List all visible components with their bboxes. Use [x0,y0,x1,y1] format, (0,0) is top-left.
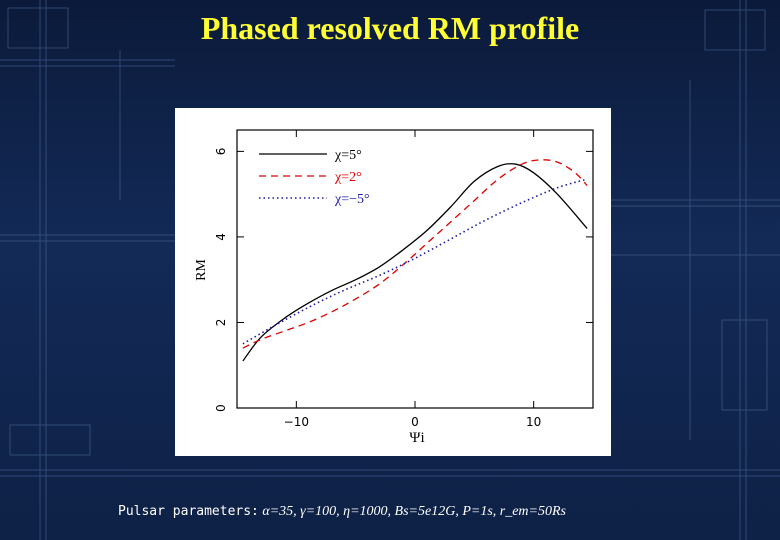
series-line-1 [242,159,588,349]
x-tick-label: 0 [411,415,419,429]
y-axis-label: RM [194,259,209,281]
params-label: Pulsar parameters: [118,504,259,519]
x-tick-label: 10 [526,415,541,429]
y-tick-label: 0 [214,404,228,412]
series-line-0 [242,162,588,362]
series-line-2 [242,178,588,345]
legend-label: χ=−5° [334,192,370,207]
params-value: α=35, γ=100, η=1000, Bs=5e12G, P=1s, r_e… [262,504,566,519]
y-tick-label: 2 [214,319,228,327]
y-tick-label: 4 [214,233,228,241]
plot-frame [236,129,594,409]
legend-label: χ=5° [334,148,362,163]
rm-profile-chart: −10 0 10 0 2 4 6 χ=5° χ=2° χ=−5° Ψi RM [194,129,594,446]
x-tick-label: −10 [284,415,309,429]
y-tick-label: 6 [214,148,228,156]
legend-label: χ=2° [334,170,362,185]
slide-title: Phased resolved RM profile [200,10,580,46]
plot-panel: −10 0 10 0 2 4 6 χ=5° χ=2° χ=−5° Ψi RM [175,108,611,456]
x-axis-label: Ψi [409,430,424,446]
pulsar-parameters: Pulsar parameters: α=35, γ=100, η=1000, … [118,504,566,520]
